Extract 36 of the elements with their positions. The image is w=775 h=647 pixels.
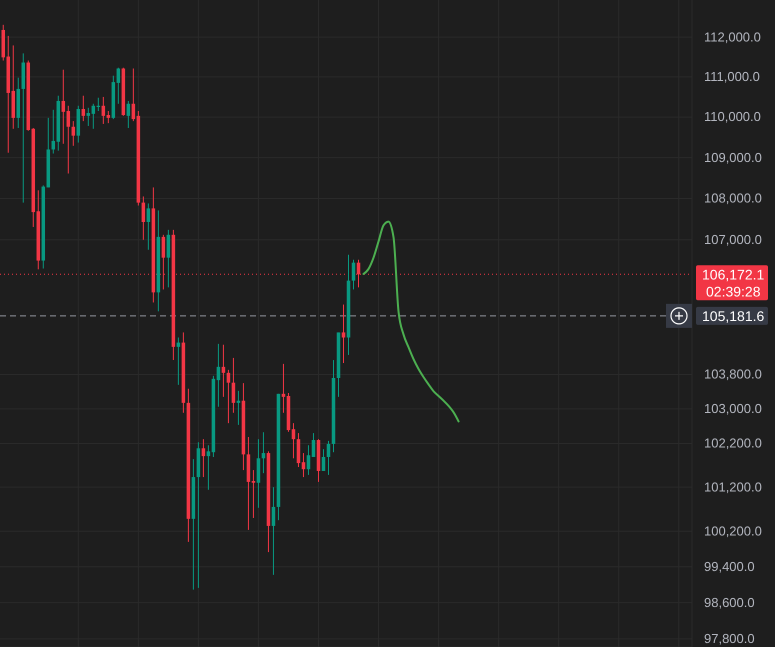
candlestick [226, 369, 230, 424]
candlestick [352, 259, 356, 290]
candlestick [72, 120, 76, 146]
candlestick [126, 100, 130, 128]
y-tick-label: 98,600.0 [704, 594, 755, 610]
y-tick-label: 97,800.0 [704, 630, 755, 646]
line-series [362, 220, 460, 422]
y-tick-label: 110,000.0 [704, 109, 761, 124]
y-tick-label: 99,400.0 [704, 558, 755, 574]
candlestick [272, 486, 276, 576]
candlestick [222, 344, 226, 398]
y-tick-label: 103,800.0 [704, 366, 762, 382]
candlestick [342, 304, 346, 364]
candlestick [142, 196, 146, 240]
candlestick [176, 337, 180, 386]
y-tick-label: 103,000.0 [704, 401, 762, 416]
candlestick [236, 390, 240, 426]
candlestick [166, 229, 170, 288]
y-tick-label: 100,200.0 [704, 523, 762, 538]
y-tick-label: 111,000.0 [704, 69, 760, 84]
candlestick [322, 448, 326, 472]
y-tick-label: 102,200.0 [704, 436, 762, 451]
candlestick [232, 357, 236, 414]
y-tick-label: 108,000.0 [704, 190, 762, 206]
text: 02:39:28 [706, 283, 761, 300]
ref-line-label: 106,172.1 [702, 266, 764, 282]
y-tick-label: 109,000.0 [704, 150, 762, 165]
y-tick-label: 101,200.0 [704, 479, 762, 494]
candlestick [146, 202, 150, 250]
y-tick-label: 107,000.0 [704, 232, 762, 247]
candlestick [326, 440, 330, 476]
y-tick-label: 112,000.0 [704, 29, 761, 44]
candlestick [202, 438, 206, 478]
candlestick [262, 432, 266, 474]
ref-line-label: 105,181.6 [702, 308, 764, 324]
candlestick [82, 95, 86, 122]
